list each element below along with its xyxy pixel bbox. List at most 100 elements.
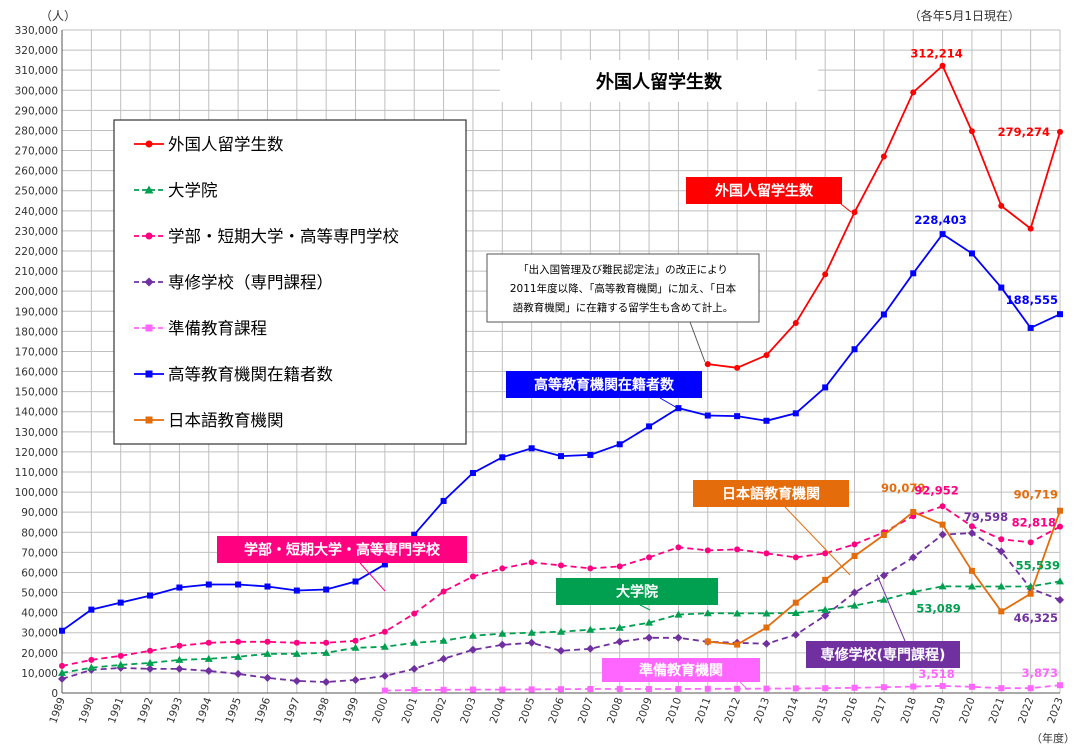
data-point	[323, 639, 330, 646]
data-point	[176, 584, 183, 591]
callout-box	[506, 371, 702, 398]
data-point	[410, 638, 419, 646]
x-tick-label: 2001	[400, 696, 420, 725]
callout-text: 準備教育機関	[639, 662, 723, 679]
y-tick-label: 330,000	[15, 25, 58, 37]
data-point	[792, 320, 799, 327]
x-tick-label: 1996	[253, 696, 274, 726]
y-tick-label: 200,000	[15, 286, 58, 298]
series-6	[704, 507, 1063, 648]
data-point	[264, 583, 271, 590]
data-point	[205, 639, 212, 646]
data-point	[967, 529, 976, 538]
x-tick-label: 1997	[282, 696, 302, 725]
data-point	[1057, 311, 1063, 318]
x-axis-unit: （年度）	[1031, 731, 1075, 745]
data-point	[1027, 225, 1034, 232]
value-label: 279,274	[998, 125, 1050, 139]
value-label: 79,598	[964, 510, 1008, 524]
legend-label: 学部・短期大学・高等専門学校	[168, 227, 399, 246]
data-point	[558, 686, 564, 693]
value-label: 90,719	[1014, 488, 1058, 502]
data-point	[821, 605, 830, 613]
y-unit-label: （人）	[40, 9, 76, 23]
legend-label: 準備教育課程	[168, 319, 267, 338]
x-tick-label: 2021	[987, 696, 1007, 725]
data-point	[939, 231, 946, 238]
x-tick-label: 2013	[752, 696, 772, 725]
data-point	[646, 685, 653, 692]
x-tick-label: 2003	[458, 696, 478, 725]
y-tick-label: 80,000	[21, 527, 58, 539]
data-point	[938, 530, 947, 539]
data-point	[674, 633, 683, 642]
data-point	[616, 563, 623, 570]
data-point	[468, 645, 477, 654]
data-point	[792, 554, 799, 561]
callout-text: 外国人留学生数	[715, 183, 814, 200]
data-point	[558, 453, 564, 460]
data-point	[998, 284, 1005, 291]
data-point	[147, 592, 154, 599]
data-point	[910, 509, 917, 516]
x-tick-label: 1992	[135, 696, 155, 725]
data-point	[235, 638, 242, 645]
data-point	[1056, 595, 1064, 604]
data-point	[967, 582, 976, 590]
data-point	[88, 606, 95, 613]
data-point	[734, 364, 741, 371]
callout: 学部・短期大学・高等専門学校	[217, 536, 467, 592]
data-point	[938, 582, 947, 590]
data-point	[1056, 577, 1064, 585]
data-point	[850, 588, 859, 597]
data-point	[292, 676, 301, 685]
data-point	[822, 271, 829, 278]
data-point	[880, 153, 887, 160]
callout-text: 学部・短期大学・高等専門学校	[244, 542, 441, 559]
data-point	[410, 664, 419, 673]
data-point	[763, 624, 770, 631]
data-point	[998, 685, 1005, 692]
data-point	[704, 638, 711, 645]
x-tick-label: 1989	[47, 696, 67, 725]
data-point	[674, 610, 683, 618]
x-tick-label: 1995	[224, 696, 244, 725]
data-point	[968, 683, 975, 690]
data-point	[205, 581, 212, 588]
data-point	[851, 684, 858, 691]
data-point	[704, 547, 711, 554]
y-tick-label: 170,000	[15, 346, 58, 358]
data-point	[616, 685, 623, 692]
data-point	[528, 686, 535, 693]
data-point	[586, 644, 595, 653]
data-point	[1057, 682, 1063, 689]
data-point	[263, 673, 272, 682]
data-point	[322, 648, 331, 656]
value-label: 228,403	[914, 213, 966, 227]
data-point	[762, 609, 771, 617]
data-point	[146, 664, 155, 673]
callout: 大学院	[556, 578, 718, 611]
data-point	[499, 454, 506, 461]
callout-leader	[359, 562, 386, 592]
data-point	[234, 652, 243, 660]
data-point	[498, 629, 507, 637]
data-point	[58, 674, 66, 683]
callout-leader	[659, 397, 680, 410]
callout-leader	[876, 574, 906, 642]
data-point	[851, 209, 858, 216]
y-tick-label: 90,000	[21, 507, 58, 519]
data-point	[1027, 590, 1034, 597]
series-5	[59, 231, 1063, 634]
data-point	[1057, 128, 1063, 135]
data-point	[645, 618, 654, 626]
data-point	[704, 361, 711, 368]
data-point	[439, 636, 448, 644]
data-point	[939, 682, 946, 689]
data-point	[440, 588, 447, 595]
x-tick-label: 1990	[77, 696, 97, 725]
data-point	[117, 652, 124, 659]
data-point	[910, 89, 917, 96]
